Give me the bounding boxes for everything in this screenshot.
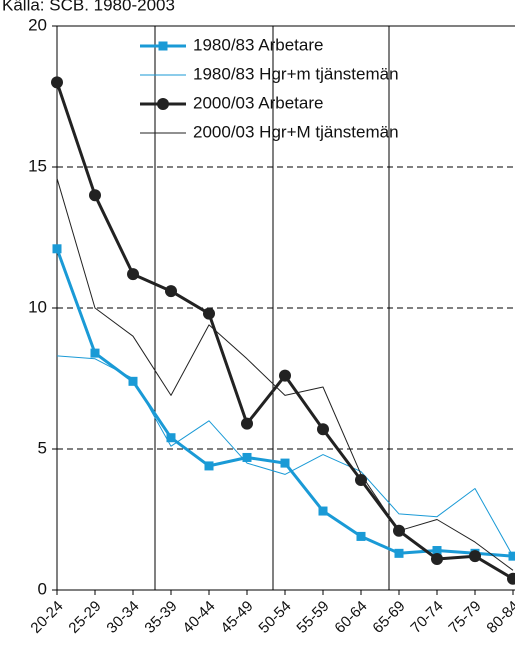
marker bbox=[355, 474, 367, 487]
x-tick-label: 70-74 bbox=[407, 598, 446, 637]
marker bbox=[280, 458, 290, 468]
x-tick-label: 60-64 bbox=[331, 598, 370, 637]
marker bbox=[279, 369, 291, 382]
marker bbox=[89, 189, 101, 202]
legend-label: 2000/03 Hgr+M tjänstemän bbox=[193, 122, 399, 141]
marker bbox=[242, 452, 252, 462]
marker bbox=[317, 423, 329, 436]
legend-marker bbox=[157, 98, 169, 110]
marker bbox=[204, 461, 214, 471]
y-tick-label: 15 bbox=[28, 156, 47, 175]
x-tick-label: 65-69 bbox=[369, 598, 408, 637]
marker bbox=[52, 244, 62, 254]
x-tick-label: 30-34 bbox=[103, 598, 142, 637]
marker bbox=[394, 548, 404, 558]
series-line bbox=[56, 178, 514, 571]
legend-label: 1980/83 Arbetare bbox=[193, 35, 323, 54]
marker bbox=[166, 433, 176, 443]
marker bbox=[508, 551, 515, 561]
x-tick-label: 40-44 bbox=[179, 598, 218, 637]
marker bbox=[51, 76, 63, 89]
y-tick-label: 0 bbox=[38, 579, 47, 598]
legend-label: 2000/03 Arbetare bbox=[193, 93, 323, 112]
marker bbox=[241, 417, 253, 430]
chart-title: Källa: SCB. 1980-2003 bbox=[2, 0, 175, 14]
x-tick-label: 75-79 bbox=[445, 598, 484, 637]
x-tick-label: 80-84 bbox=[483, 598, 515, 637]
marker bbox=[356, 531, 366, 541]
y-tick-label: 20 bbox=[28, 15, 47, 34]
series-line bbox=[56, 355, 514, 557]
x-tick-label: 45-49 bbox=[217, 598, 256, 637]
legend-label: 1980/83 Hgr+m tjänstemän bbox=[193, 64, 399, 83]
y-tick-label: 5 bbox=[38, 438, 47, 457]
marker bbox=[203, 307, 215, 320]
marker bbox=[127, 268, 139, 281]
marker bbox=[431, 552, 443, 565]
marker bbox=[507, 572, 515, 585]
marker bbox=[432, 546, 442, 556]
legend-marker bbox=[158, 41, 168, 51]
marker bbox=[90, 348, 100, 358]
x-tick-label: 20-24 bbox=[27, 598, 66, 637]
x-tick-label: 25-29 bbox=[65, 598, 104, 637]
marker bbox=[165, 285, 177, 298]
x-tick-label: 55-59 bbox=[293, 598, 332, 637]
marker bbox=[469, 550, 481, 563]
marker bbox=[318, 506, 328, 516]
marker bbox=[128, 376, 138, 386]
x-tick-label: 50-54 bbox=[255, 598, 294, 637]
series-line bbox=[55, 248, 514, 558]
y-tick-label: 10 bbox=[28, 297, 47, 316]
x-tick-label: 35-39 bbox=[141, 598, 180, 637]
